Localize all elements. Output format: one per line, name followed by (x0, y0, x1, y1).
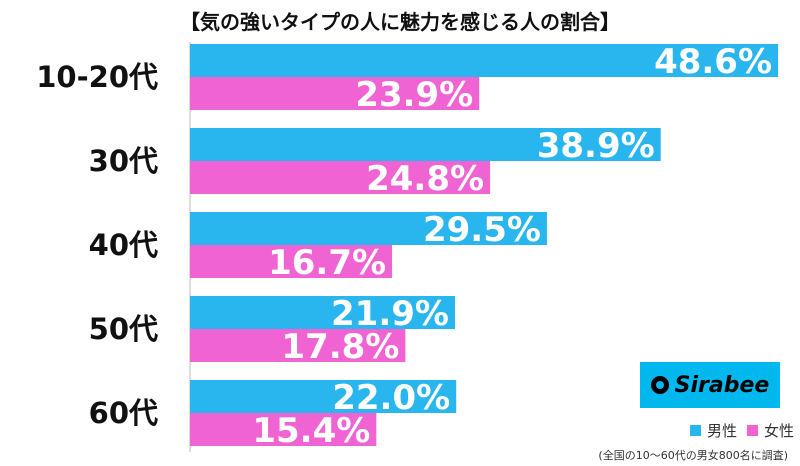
value-label-female: 24.8% (366, 159, 484, 199)
bar-male (190, 44, 779, 77)
sirabee-logo: Sirabee (640, 362, 780, 408)
sirabee-logo-icon (650, 376, 669, 394)
value-label-male: 38.9% (537, 126, 655, 166)
value-label-female: 15.4% (252, 411, 370, 451)
value-label-male: 29.5% (423, 210, 541, 250)
bar-female (190, 245, 393, 278)
bar-male (190, 380, 457, 413)
value-label-male: 48.6% (654, 42, 772, 82)
chart-legend: 男性 女性 (690, 420, 794, 441)
legend-swatch-male (690, 425, 701, 436)
category-label: 30代 (89, 144, 158, 178)
bar-female (190, 161, 491, 194)
value-label-female: 17.8% (281, 327, 399, 367)
legend-label-male: 男性 (707, 422, 738, 440)
bar-female (190, 329, 406, 362)
sirabee-logo-text: Sirabee (674, 372, 770, 398)
legend-swatch-female (747, 425, 759, 436)
chart-title: 【気の強いタイプの人に魅力を感じる人の割合】 (180, 10, 620, 34)
bar-male (190, 296, 455, 329)
value-label-female: 23.9% (355, 75, 473, 115)
value-label-male: 21.9% (331, 294, 449, 334)
category-label: 60代 (89, 396, 158, 430)
value-label-male: 22.0% (332, 378, 450, 418)
bar-female (190, 413, 377, 446)
bar-male (190, 128, 661, 161)
legend-label-female: 女性 (764, 422, 795, 440)
category-label: 10-20代 (36, 60, 158, 94)
bar-male (190, 212, 547, 245)
category-label: 50代 (89, 312, 158, 346)
category-label: 40代 (89, 228, 158, 262)
survey-note: (全国の10〜60代の男女800名に調査) (598, 449, 788, 462)
bar-female (190, 77, 480, 110)
value-label-female: 16.7% (268, 243, 386, 283)
